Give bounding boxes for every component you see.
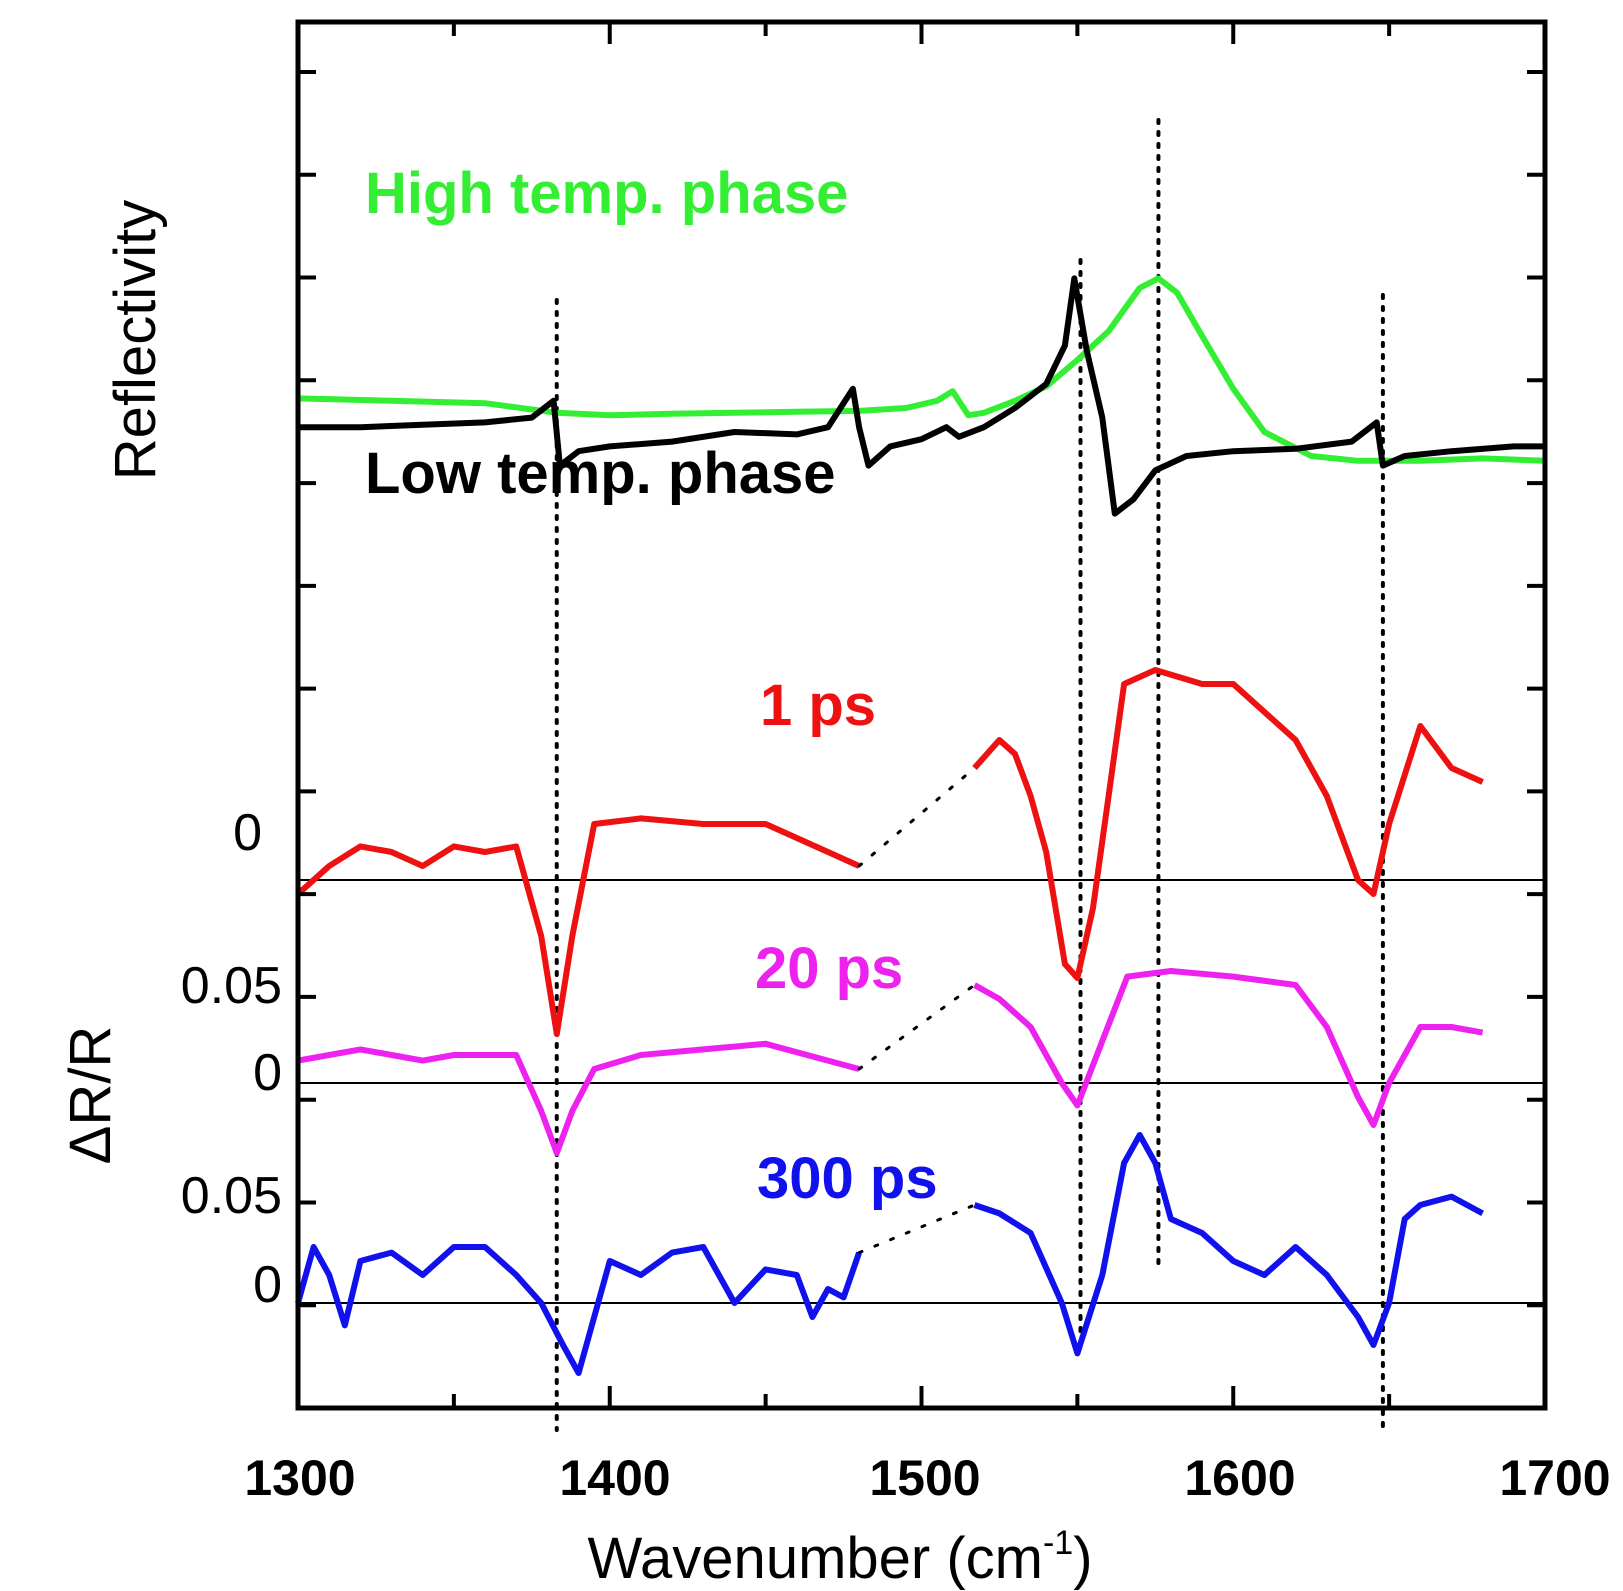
series-line-20-ps-segment-1 <box>973 968 1484 1128</box>
x-tick-label-1500: 1500 <box>869 1450 980 1506</box>
gap-connector-1 <box>857 983 976 1071</box>
series-line-300-ps-segment-0 <box>295 1244 862 1376</box>
series-label-low-temp: Low temp. phase <box>365 441 836 506</box>
x-axis-title-main: Wavenumber (cm <box>587 1526 1043 1591</box>
series-line-20-ps-segment-0 <box>297 1040 860 1156</box>
series-line-300-ps-segment-1 <box>973 1132 1485 1357</box>
series-line-1-ps-segment-0 <box>295 815 861 1037</box>
y-tick-label-2: 0 <box>253 1044 282 1102</box>
x-tick-label-1400: 1400 <box>559 1450 670 1506</box>
x-tick-label-1300: 1300 <box>244 1450 355 1506</box>
series-layer <box>295 275 1546 1376</box>
x-axis-title-close: ) <box>1073 1526 1092 1591</box>
series-label-300ps: 300 ps <box>757 1146 938 1211</box>
x-tick-label-1600: 1600 <box>1184 1450 1295 1506</box>
vertical-markers <box>554 118 1385 1432</box>
y-tick-label-1: 0.05 <box>181 957 282 1015</box>
gap-connector-0 <box>857 766 976 868</box>
x-tick-label-1700: 1700 <box>1499 1450 1610 1506</box>
gap-connector-2 <box>857 1203 976 1255</box>
y-tick-label-4: 0 <box>253 1256 282 1314</box>
series-label-20ps: 20 ps <box>755 936 903 1001</box>
series-label-high-temp: High temp. phase <box>365 161 848 226</box>
y-tick-label-3: 0.05 <box>181 1167 282 1225</box>
y-axis-title-reflectivity: Reflectivity <box>103 200 168 480</box>
y-tick-label-0: 0 <box>233 804 262 862</box>
y-axis-title-dr-r: ΔR/R <box>58 1026 123 1165</box>
series-line-1-ps-segment-1 <box>972 667 1484 981</box>
x-axis-title: Wavenumber (cm-1) <box>587 1524 1092 1591</box>
x-axis-title-sup: -1 <box>1043 1524 1073 1562</box>
zero-lines <box>298 879 1545 1304</box>
axes-ticks <box>296 22 1547 1410</box>
series-line-low-temp-phase <box>298 275 1545 517</box>
series-line-high-temp-phase <box>297 275 1546 464</box>
series-label-1ps: 1 ps <box>760 673 876 738</box>
